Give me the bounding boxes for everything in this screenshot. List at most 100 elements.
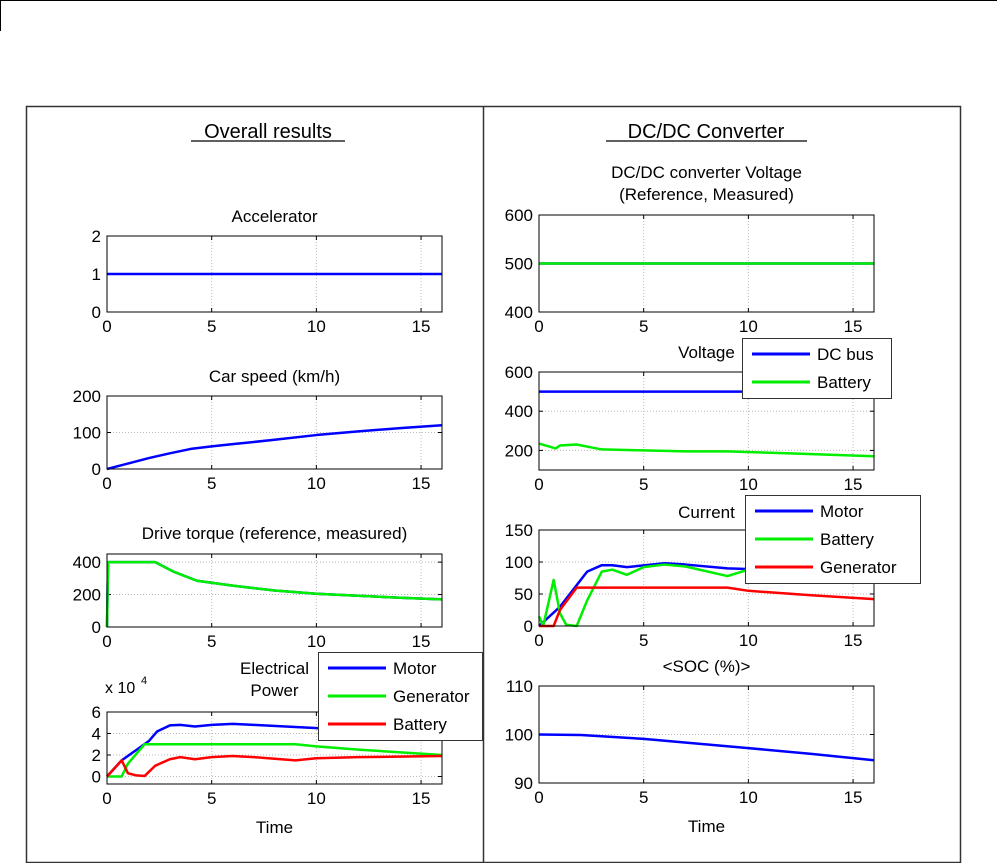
y-tick-label: 400 — [73, 553, 101, 572]
series-line-battery — [538, 442, 875, 458]
y-tick-label: 4 — [92, 724, 101, 743]
y-tick-label: 6 — [92, 703, 101, 722]
x-tick-label: 5 — [639, 631, 648, 650]
x-tick-label: 10 — [739, 788, 758, 807]
y-tick-label: 200 — [73, 586, 101, 605]
y-tick-label: 100 — [505, 726, 533, 745]
x-tick-label: 0 — [534, 317, 543, 336]
x-tick-label: 5 — [639, 317, 648, 336]
axes-frame — [106, 395, 443, 470]
x-tick-label: 5 — [639, 788, 648, 807]
y-axis-exponent-power: 4 — [141, 675, 147, 687]
chart-title: (Reference, Measured) — [619, 185, 794, 204]
y-tick-label: 0 — [524, 617, 533, 636]
x-tick-label: 15 — [412, 789, 431, 808]
chart-title: <SOC (%)> — [663, 657, 751, 676]
x-tick-label: 0 — [102, 632, 111, 651]
y-tick-label: 2 — [92, 746, 101, 765]
chart-title: Accelerator — [232, 207, 318, 226]
legend-entry: Battery — [393, 715, 447, 734]
axes-frame — [106, 235, 443, 313]
legend: DC bus Battery — [742, 338, 892, 399]
series-line-1 — [105, 560, 443, 628]
x-tick-label: 0 — [534, 788, 543, 807]
series-line-battery — [106, 754, 443, 778]
legend-entry: Generator — [820, 558, 897, 577]
chart-1: 0 5 10 15 0 100 200 Car speed (km/h) — [73, 367, 443, 493]
x-tick-label: 15 — [412, 632, 431, 651]
y-tick-label: 200 — [505, 441, 533, 460]
series-line-0 — [538, 733, 875, 762]
chart-title: Current — [678, 503, 735, 522]
x-tick-label: 0 — [102, 317, 111, 336]
x-tick-label: 10 — [307, 789, 326, 808]
x-tick-label: 10 — [307, 474, 326, 493]
x-tick-label: 0 — [534, 475, 543, 494]
x-tick-label: 0 — [102, 474, 111, 493]
x-tick-label: 10 — [307, 317, 326, 336]
x-tick-label: 5 — [207, 632, 216, 651]
y-tick-label: 600 — [505, 363, 533, 382]
series-line-motor — [106, 722, 443, 778]
axes-frame — [106, 711, 443, 785]
y-tick-label: 600 — [505, 206, 533, 225]
series-line-generator — [107, 742, 443, 778]
y-tick-label: 150 — [505, 521, 533, 540]
chart-title: Power — [250, 681, 299, 700]
plot-area — [107, 396, 442, 469]
y-tick-label: 0 — [92, 460, 101, 479]
y-tick-label: 400 — [505, 402, 533, 421]
axes-frame — [538, 685, 875, 784]
chart-title: Car speed (km/h) — [209, 367, 340, 386]
x-tick-label: 10 — [739, 317, 758, 336]
x-tick-label: 15 — [412, 317, 431, 336]
chart-0: 0 5 10 15 0 1 2 Accelerator — [92, 207, 443, 336]
chart-7: 0 5 10 15 90 100 110 <SOC (%)> Time — [505, 657, 875, 836]
x-tick-label: 5 — [207, 474, 216, 493]
x-tick-label: 15 — [412, 474, 431, 493]
x-tick-label: 0 — [102, 789, 111, 808]
y-axis-exponent: x 10 — [105, 680, 135, 697]
legend-entry: Generator — [393, 687, 470, 706]
x-tick-label: 15 — [844, 475, 863, 494]
legend-entry: Motor — [393, 659, 437, 678]
y-tick-label: 200 — [73, 387, 101, 406]
axes-frame — [538, 214, 875, 313]
x-axis-label: Time — [256, 818, 293, 837]
y-tick-label: 1 — [92, 265, 101, 284]
y-tick-label: 90 — [514, 774, 533, 793]
y-tick-label: 100 — [73, 424, 101, 443]
chart-title: DC/DC converter Voltage — [611, 163, 802, 182]
y-tick-label: 100 — [505, 553, 533, 572]
legend: Motor Battery Generator — [745, 495, 921, 584]
y-tick-label: 110 — [506, 677, 533, 696]
y-tick-label: 50 — [514, 585, 533, 604]
legend-entry: Motor — [820, 502, 864, 521]
axes-frame — [538, 371, 875, 471]
series-line-0 — [106, 423, 443, 471]
legend-entry: Battery — [817, 373, 871, 392]
series-line-generator — [539, 586, 875, 628]
legend-entry: Battery — [820, 530, 874, 549]
x-tick-label: 15 — [844, 788, 863, 807]
axes-frame — [106, 553, 443, 628]
right-panel-title: DC/DC Converter — [628, 121, 785, 143]
y-tick-label: 2 — [92, 227, 101, 246]
x-tick-label: 0 — [534, 631, 543, 650]
x-tick-label: 10 — [739, 475, 758, 494]
x-axis-label: Time — [688, 817, 725, 836]
chart-4: 0 5 10 15 400 500 600 DC/DC converter Voltage (R… — [505, 163, 875, 336]
chart-3: 0 5 10 15 0 2 4 6 Electrical Power Time x 10 4 — [92, 659, 443, 837]
y-tick-label: 500 — [505, 255, 533, 274]
chart-title: Electrical — [240, 659, 309, 678]
x-tick-label: 15 — [844, 317, 863, 336]
series-line-battery — [537, 554, 875, 628]
legend-entry: DC bus — [817, 345, 874, 364]
y-tick-label: 0 — [92, 303, 101, 322]
legend-box — [742, 338, 892, 399]
legend: Motor Generator Battery — [318, 652, 483, 741]
chart-title: Voltage — [678, 343, 735, 362]
left-panel-title: Overall results — [204, 121, 332, 143]
y-tick-label: 0 — [92, 618, 101, 637]
